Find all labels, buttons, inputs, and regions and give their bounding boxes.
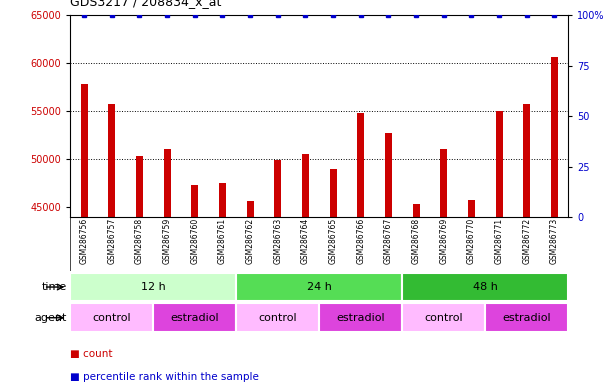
Text: ■ percentile rank within the sample: ■ percentile rank within the sample: [70, 372, 259, 382]
Bar: [412, 205, 420, 384]
Text: control: control: [92, 313, 131, 323]
Bar: [402, 273, 568, 301]
Bar: [302, 154, 309, 384]
Text: GSM286761: GSM286761: [218, 218, 227, 264]
Bar: [108, 104, 115, 384]
Bar: [70, 303, 153, 332]
Text: GSM286768: GSM286768: [412, 218, 420, 264]
Text: GSM286765: GSM286765: [329, 218, 338, 264]
Text: GSM286773: GSM286773: [550, 218, 559, 264]
Bar: [551, 57, 558, 384]
Text: GDS3217 / 208834_x_at: GDS3217 / 208834_x_at: [70, 0, 222, 8]
Text: estradiol: estradiol: [170, 313, 219, 323]
Text: 24 h: 24 h: [307, 282, 332, 292]
Text: estradiol: estradiol: [502, 313, 551, 323]
Bar: [274, 161, 281, 384]
Bar: [247, 201, 254, 384]
Text: GSM286760: GSM286760: [190, 218, 199, 264]
Text: GSM286756: GSM286756: [79, 218, 89, 264]
Text: GSM286771: GSM286771: [494, 218, 503, 264]
Bar: [70, 273, 236, 301]
Text: GSM286766: GSM286766: [356, 218, 365, 264]
Text: GSM286757: GSM286757: [108, 218, 116, 264]
Text: GSM286767: GSM286767: [384, 218, 393, 264]
Text: estradiol: estradiol: [337, 313, 385, 323]
Bar: [219, 184, 226, 384]
Text: GSM286759: GSM286759: [163, 218, 172, 264]
Text: 12 h: 12 h: [141, 282, 166, 292]
Bar: [329, 169, 337, 384]
Bar: [236, 303, 320, 332]
Bar: [496, 111, 502, 384]
Bar: [357, 113, 364, 384]
Bar: [402, 303, 485, 332]
Bar: [164, 149, 170, 384]
Text: GSM286772: GSM286772: [522, 218, 531, 264]
Text: control: control: [258, 313, 297, 323]
Bar: [191, 185, 198, 384]
Text: GSM286758: GSM286758: [135, 218, 144, 264]
Bar: [153, 303, 236, 332]
Bar: [236, 273, 402, 301]
Bar: [441, 149, 447, 384]
Bar: [81, 84, 87, 384]
Text: ■ count: ■ count: [70, 349, 113, 359]
Text: 48 h: 48 h: [473, 282, 498, 292]
Text: GSM286762: GSM286762: [246, 218, 255, 264]
Text: time: time: [42, 282, 67, 292]
Bar: [523, 104, 530, 384]
Text: control: control: [425, 313, 463, 323]
Bar: [468, 200, 475, 384]
Text: GSM286764: GSM286764: [301, 218, 310, 264]
Bar: [385, 134, 392, 384]
Text: GSM286769: GSM286769: [439, 218, 448, 264]
Text: agent: agent: [35, 313, 67, 323]
Text: GSM286763: GSM286763: [273, 218, 282, 264]
Bar: [136, 157, 143, 384]
Bar: [320, 303, 402, 332]
Text: GSM286770: GSM286770: [467, 218, 476, 264]
Bar: [485, 303, 568, 332]
